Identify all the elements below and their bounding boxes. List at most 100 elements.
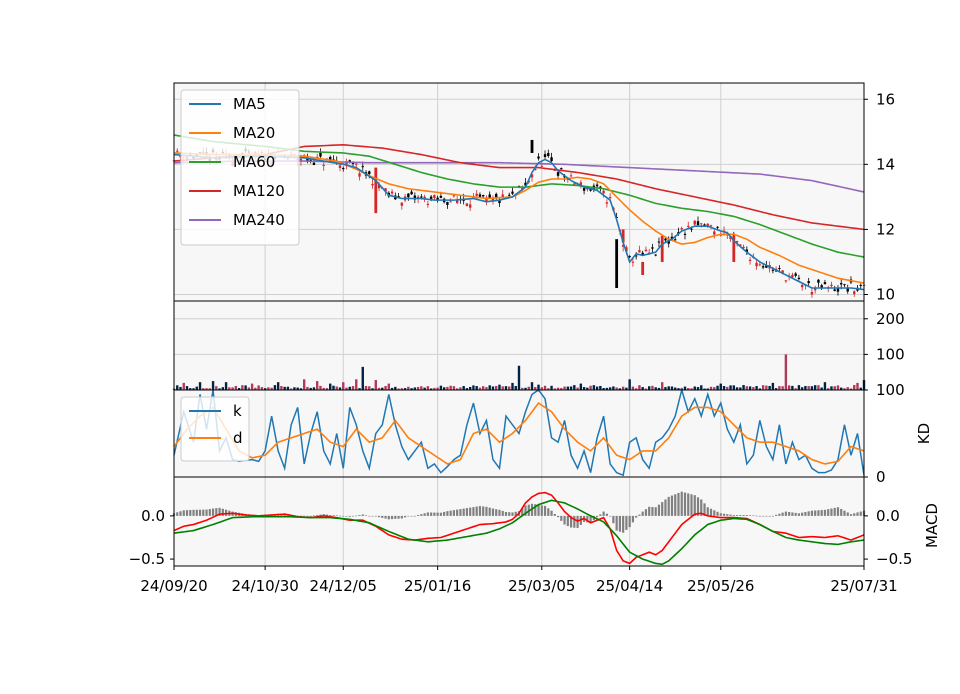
volume-bar bbox=[468, 386, 472, 390]
volume-bar bbox=[426, 386, 430, 390]
candle-body bbox=[508, 194, 511, 196]
volume-bar bbox=[719, 383, 722, 390]
candle-body bbox=[761, 266, 765, 268]
legend-label-ma240: MA240 bbox=[233, 211, 285, 229]
candle-body bbox=[449, 201, 452, 203]
volume-bar bbox=[826, 388, 830, 390]
macd-hist-bar bbox=[439, 512, 442, 516]
macd-hist-bar bbox=[628, 515, 631, 528]
macd-hist-bar bbox=[849, 514, 853, 516]
candle-body bbox=[410, 191, 413, 195]
candle-body bbox=[664, 238, 667, 241]
volume-bar bbox=[765, 385, 768, 390]
volume-bar bbox=[325, 388, 329, 390]
macd-hist-bar bbox=[309, 515, 312, 517]
macd-hist-bar bbox=[765, 515, 768, 517]
candle-body bbox=[660, 235, 664, 262]
macd-hist-bar bbox=[823, 509, 827, 516]
macd-hist-bar bbox=[329, 515, 332, 516]
candle-body bbox=[602, 190, 605, 194]
macd-hist-bar bbox=[683, 492, 687, 516]
candle-body bbox=[319, 152, 322, 157]
candle-body bbox=[690, 228, 693, 230]
candle-body bbox=[771, 269, 775, 271]
volume-bar bbox=[195, 386, 198, 390]
candle-body bbox=[813, 287, 817, 291]
volume-bar bbox=[791, 385, 794, 390]
volume-bar bbox=[638, 385, 641, 390]
macd-hist-bar bbox=[449, 510, 452, 516]
volume-bar bbox=[179, 386, 182, 390]
candle-body bbox=[377, 184, 381, 189]
candle-body bbox=[400, 202, 404, 206]
price-ytick-label: 10 bbox=[876, 285, 895, 303]
volume-bar bbox=[631, 386, 635, 390]
volume-bar bbox=[403, 388, 407, 390]
volume-bar bbox=[192, 388, 195, 390]
macd-hist-bar bbox=[735, 515, 739, 516]
volume-ytick-label: 200 bbox=[876, 310, 905, 328]
candle-body bbox=[322, 164, 325, 166]
macd-hist-bar bbox=[722, 513, 726, 516]
candle-body bbox=[657, 241, 661, 243]
volume-bar bbox=[465, 388, 469, 390]
volume-bar bbox=[221, 387, 225, 390]
volume-bar bbox=[381, 387, 384, 390]
volume-bar bbox=[228, 387, 231, 390]
volume-bar bbox=[664, 387, 667, 390]
legend-label-k: k bbox=[233, 402, 242, 420]
macd-hist-bar bbox=[381, 515, 384, 518]
candle-body bbox=[329, 156, 332, 161]
volume-bar bbox=[364, 385, 368, 390]
volume-bar bbox=[267, 387, 270, 390]
x-tick-label: 25/05/26 bbox=[687, 577, 754, 595]
volume-bar bbox=[368, 386, 371, 390]
candle-body bbox=[833, 289, 836, 291]
volume-bar bbox=[237, 387, 241, 390]
candle-body bbox=[521, 187, 524, 190]
macd-hist-bar bbox=[596, 515, 599, 518]
volume-bar bbox=[495, 385, 498, 390]
x-tick-label: 25/04/14 bbox=[596, 577, 663, 595]
volume-bar bbox=[462, 386, 465, 390]
x-tick-label: 24/09/20 bbox=[140, 577, 207, 595]
macd-hist-bar bbox=[788, 511, 791, 516]
macd-hist-bar bbox=[443, 511, 446, 516]
macd-hist-bar bbox=[198, 509, 202, 516]
macd-hist-bar bbox=[368, 515, 371, 517]
volume-bar bbox=[234, 385, 238, 390]
macd-hist-bar bbox=[475, 506, 478, 516]
candle-body bbox=[524, 182, 527, 186]
volume-bar bbox=[758, 388, 762, 390]
macd-hist-bar bbox=[521, 508, 524, 516]
macd-panel-border bbox=[173, 476, 865, 567]
macd-hist-bar bbox=[794, 512, 797, 516]
volume-bar bbox=[205, 388, 208, 390]
candle-body bbox=[579, 182, 583, 186]
macd-hist-bar bbox=[342, 515, 345, 517]
volume-bar bbox=[475, 386, 478, 390]
volume-bar bbox=[498, 384, 501, 390]
macd-hist-bar bbox=[351, 515, 355, 517]
volume-bar bbox=[501, 386, 504, 390]
macd-hist-bar bbox=[820, 510, 823, 516]
volume-bar bbox=[374, 380, 377, 390]
volume-bar bbox=[582, 387, 586, 390]
macd-hist-bar bbox=[504, 511, 508, 516]
candle-body bbox=[843, 284, 846, 286]
macd-hist-bar bbox=[488, 507, 491, 516]
candle-body bbox=[511, 191, 514, 194]
macd-hist-bar bbox=[224, 509, 228, 516]
candle-body bbox=[608, 197, 612, 199]
candle-body bbox=[778, 268, 781, 270]
volume-bar bbox=[856, 382, 859, 390]
volume-bar bbox=[810, 386, 814, 390]
macd-hist-bar bbox=[456, 509, 459, 516]
x-axis: 24/09/20 24/10/30 24/12/05 25/01/16 25/03/05… bbox=[140, 566, 898, 595]
candle-body bbox=[348, 160, 351, 163]
volume-bar bbox=[283, 386, 286, 390]
macd-hist-bar bbox=[420, 514, 423, 516]
volume-bar bbox=[634, 388, 638, 390]
volume-bar bbox=[605, 387, 609, 390]
macd-hist-bar bbox=[755, 515, 758, 517]
